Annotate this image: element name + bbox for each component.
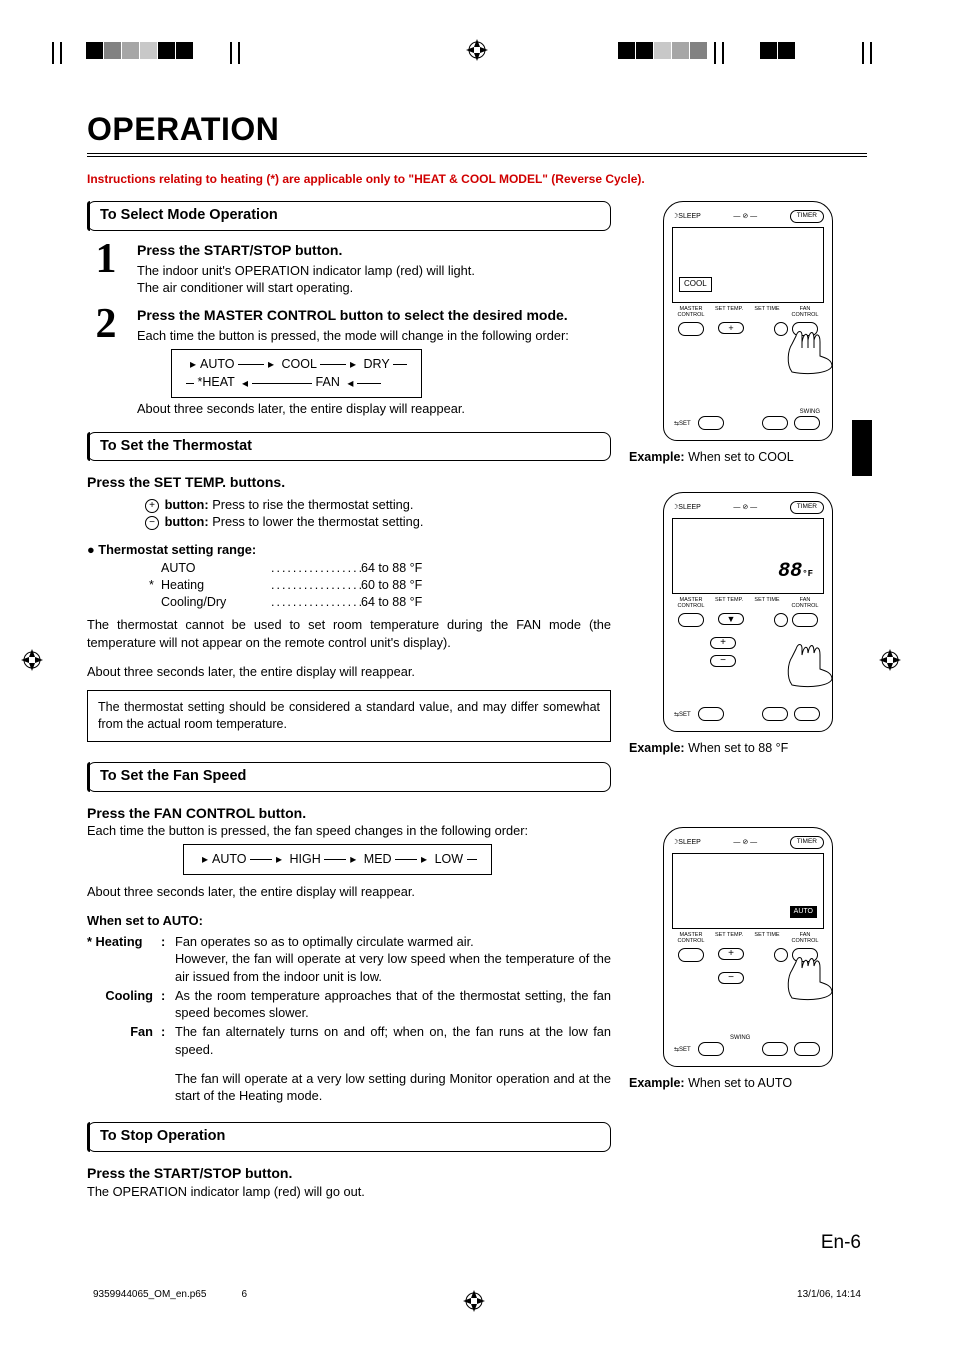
remote-illustration-1: ☽SLEEP — ⊘ — TIMER COOL MASTER CONTROL S… xyxy=(663,201,833,441)
page-title: OPERATION xyxy=(87,108,867,157)
fanflow-auto: AUTO xyxy=(212,852,247,866)
remote-illustration-2: ☽SLEEP — ⊘ — TIMER 88°F MASTER CONTROL S… xyxy=(663,492,833,732)
mode-flow: ▸AUTO ▸ COOL ▸ DRY *HEAT ◂ FAN ◂ xyxy=(171,349,422,399)
fanflow-low: LOW xyxy=(435,852,463,866)
auto-table: * Heating : Fan operates so as to optima… xyxy=(87,933,611,1104)
stop-press: Press the START/STOP button. xyxy=(87,1164,611,1183)
auto-cooling-key: Cooling xyxy=(87,987,155,1022)
stop-line: The OPERATION indicator lamp (red) will … xyxy=(87,1183,611,1200)
footer-right: 13/1/06, 14:14 xyxy=(797,1288,861,1302)
fan-press: Press the FAN CONTROL button. xyxy=(87,804,611,823)
auto-heating-key: * Heating xyxy=(87,933,155,985)
side-reg-left xyxy=(20,648,44,677)
range-title: Thermostat setting range: xyxy=(87,541,611,558)
minus-text: Press to lower the thermostat setting. xyxy=(212,514,423,529)
sleep-label: SLEEP xyxy=(678,213,701,220)
range-heat-label: Heating xyxy=(161,577,271,594)
step1-line2: The air conditioner will start operating… xyxy=(137,279,611,296)
hand-icon xyxy=(782,316,838,378)
step2-after: About three seconds later, the entire di… xyxy=(137,400,611,417)
section-stop: To Stop Operation xyxy=(87,1122,611,1152)
fan-flow: ▸AUTO ▸ HIGH ▸ MED ▸ LOW xyxy=(183,844,492,875)
range-heat-val: 60 to 88 °F xyxy=(361,577,441,594)
fanflow-high: HIGH xyxy=(290,852,321,866)
plus-icon: + xyxy=(145,499,159,513)
remote-illustration-3: ☽SLEEP — ⊘ — TIMER AUTO MASTER CONTROL S… xyxy=(663,827,833,1067)
minus-label: button: xyxy=(165,514,209,529)
thermostat-box-note: The thermostat setting should be conside… xyxy=(87,690,611,742)
auto-fan-txt: The fan alternately turns on and off; wh… xyxy=(175,1023,611,1058)
flow-dry: DRY xyxy=(364,357,390,371)
flow-fan: FAN xyxy=(316,375,340,389)
thermostat-press: Press the SET TEMP. buttons. xyxy=(87,473,611,492)
fan-mode-note: The thermostat cannot be used to set roo… xyxy=(87,616,611,651)
step-number: 1 xyxy=(87,241,125,296)
footer: 9359944065_OM_en.p65 6 13/1/06, 14:14 xyxy=(87,1288,867,1302)
reg-mark-icon xyxy=(462,1289,486,1313)
fan-each: Each time the button is pressed, the fan… xyxy=(87,822,611,839)
page-number: En-6 xyxy=(87,1230,861,1256)
minus-line: − button: Press to lower the thermostat … xyxy=(145,513,611,530)
side-tab xyxy=(852,420,872,476)
plus-label: button: xyxy=(165,497,209,512)
step2-line1: Each time the button is pressed, the mod… xyxy=(137,327,611,344)
lcd-auto: AUTO xyxy=(790,906,817,917)
lcd-88: 88 xyxy=(778,560,802,583)
example-2-caption: Example: When set to 88 °F xyxy=(629,740,867,757)
range-auto-val: 64 to 88 °F xyxy=(361,560,441,577)
auto-heating-txt: Fan operates so as to optimally circulat… xyxy=(175,933,611,985)
auto-head: When set to AUTO: xyxy=(87,912,611,929)
heating-note: Instructions relating to heating (*) are… xyxy=(87,171,867,187)
fan-reappear: About three seconds later, the entire di… xyxy=(87,883,611,900)
step1-line1: The indoor unit's OPERATION indicator la… xyxy=(137,262,611,279)
step2-title: Press the MASTER CONTROL button to selec… xyxy=(137,306,611,325)
flow-auto: AUTO xyxy=(200,357,235,371)
step1-title: Press the START/STOP button. xyxy=(137,241,611,260)
lcd-cool: COOL xyxy=(679,277,712,292)
range-auto-label: AUTO xyxy=(161,560,271,577)
auto-fan-key: Fan xyxy=(87,1023,155,1058)
fan-tail: The fan will operate at a very low setti… xyxy=(175,1070,611,1105)
flow-heat: *HEAT xyxy=(197,375,234,389)
section-fan: To Set the Fan Speed xyxy=(87,762,611,792)
flow-cool: COOL xyxy=(282,357,317,371)
step-1: 1 Press the START/STOP button. The indoo… xyxy=(87,241,611,296)
plus-line: + button: Press to rise the thermostat s… xyxy=(145,496,611,513)
plus-text: Press to rise the thermostat setting. xyxy=(212,497,413,512)
section-thermostat: To Set the Thermostat xyxy=(87,432,611,462)
footer-left: 9359944065_OM_en.p65 xyxy=(93,1288,206,1302)
thermostat-reappear: About three seconds later, the entire di… xyxy=(87,663,611,680)
example-1-caption: Example: When set to COOL xyxy=(629,449,867,466)
section-select-mode: To Select Mode Operation xyxy=(87,201,611,231)
example-3-caption: Example: When set to AUTO xyxy=(629,1075,867,1092)
footer-center: 6 xyxy=(241,1288,247,1302)
hand-icon xyxy=(782,629,838,691)
step-2: 2 Press the MASTER CONTROL button to sel… xyxy=(87,306,611,417)
side-reg-right xyxy=(878,648,902,677)
minus-icon: − xyxy=(145,516,159,530)
timer-label: TIMER xyxy=(790,210,824,223)
range-list: AUTO ................... 64 to 88 °F * H… xyxy=(149,560,611,611)
registration-top xyxy=(0,34,954,64)
fanflow-med: MED xyxy=(364,852,392,866)
hand-icon xyxy=(782,942,838,1004)
range-cool-label: Cooling/Dry xyxy=(161,594,271,611)
auto-cooling-txt: As the room temperature approaches that … xyxy=(175,987,611,1022)
range-cool-val: 64 to 88 °F xyxy=(361,594,441,611)
step-number: 2 xyxy=(87,306,125,417)
